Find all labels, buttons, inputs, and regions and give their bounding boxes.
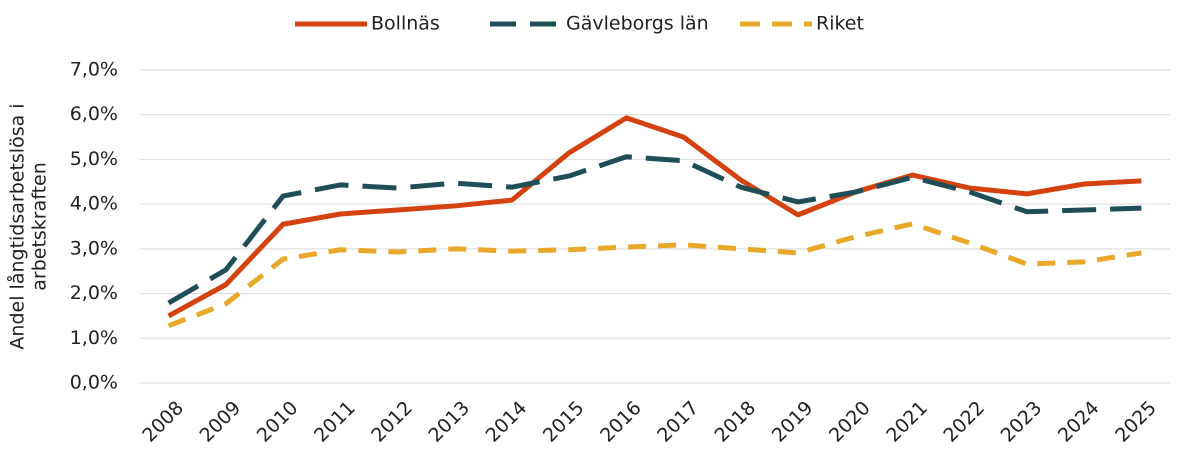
y-tick-label: 6,0% xyxy=(70,103,118,125)
y-tick-label: 4,0% xyxy=(70,193,118,215)
x-tick-label: 2017 xyxy=(653,397,703,447)
x-tick-label: 2015 xyxy=(539,397,589,447)
x-tick-label: 2018 xyxy=(711,397,761,447)
x-tick-label: 2008 xyxy=(138,397,188,447)
series-line xyxy=(167,154,1142,306)
y-tick-label: 2,0% xyxy=(70,282,118,304)
x-tick-label: 2025 xyxy=(1111,397,1161,447)
x-tick-label: 2023 xyxy=(997,397,1047,447)
x-tick-label: 2013 xyxy=(424,397,474,447)
x-tick-label: 2011 xyxy=(310,397,360,447)
y-tick-label: 7,0% xyxy=(70,59,118,81)
legend-label: Gävleborgs län xyxy=(566,13,709,35)
series-line xyxy=(167,221,1142,329)
y-axis-label: Andel långtidsarbetslösa i xyxy=(6,103,29,349)
x-tick-label: 2016 xyxy=(596,397,646,447)
x-tick-label: 2009 xyxy=(196,397,246,447)
y-tick-label: 3,0% xyxy=(70,237,118,259)
x-tick-label: 2024 xyxy=(1054,397,1104,447)
x-tick-label: 2010 xyxy=(253,397,303,447)
x-tick-label: 2021 xyxy=(882,397,932,447)
y-tick-label: 1,0% xyxy=(70,327,118,349)
legend-label: Riket xyxy=(816,13,864,35)
x-tick-label: 2020 xyxy=(825,397,875,447)
legend-label: Bollnäs xyxy=(371,13,440,35)
x-tick-label: 2014 xyxy=(482,397,532,447)
x-tick-label: 2019 xyxy=(768,397,818,447)
y-tick-label: 0,0% xyxy=(70,372,118,394)
series-line xyxy=(167,115,1142,319)
y-tick-label: 5,0% xyxy=(70,148,118,170)
y-axis-label: arbetskraften xyxy=(29,162,51,291)
x-tick-label: 2012 xyxy=(367,397,417,447)
x-tick-label: 2022 xyxy=(939,397,989,447)
